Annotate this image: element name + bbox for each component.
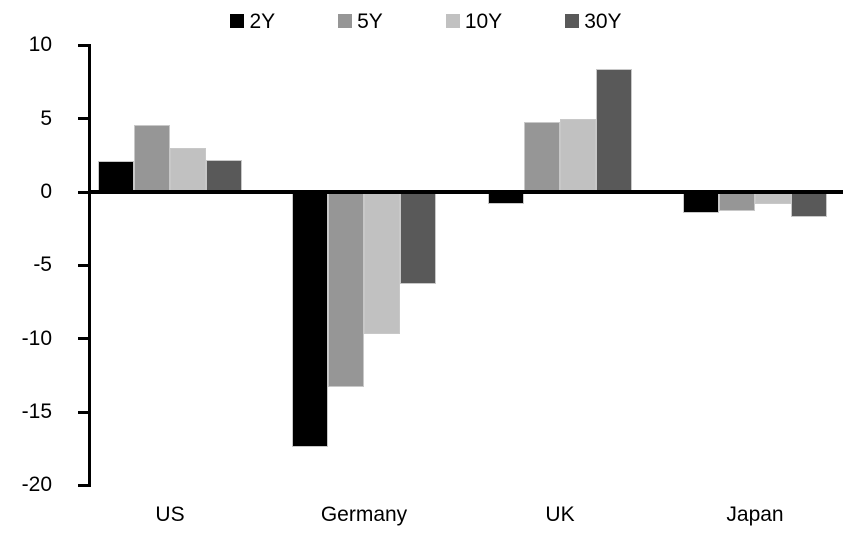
x-axis-label-japan: Japan — [726, 503, 784, 526]
y-tick-label: -5 — [33, 253, 52, 277]
y-tick-label: 0 — [40, 180, 52, 203]
bar-us-5y — [134, 125, 170, 192]
bar-us-10y — [170, 148, 206, 192]
bar-uk-30y — [596, 69, 632, 192]
bar-germany-2y — [292, 192, 328, 447]
legend-swatch-2y — [230, 14, 245, 28]
x-axis-label-germany: Germany — [320, 503, 408, 526]
y-tick-mark — [78, 263, 88, 267]
bar-us-2y — [98, 161, 134, 192]
y-tick-mark — [78, 337, 88, 341]
chart-legend: 2Y 5Y 10Y 30Y — [0, 6, 852, 36]
legend-label: 5Y — [357, 9, 383, 33]
y-tick-mark — [78, 483, 88, 487]
bar-japan-30y — [791, 192, 827, 217]
legend-label: 10Y — [464, 9, 503, 33]
legend-swatch-5y — [338, 14, 353, 28]
legend-label: 30Y — [584, 9, 622, 33]
y-tick-label: -15 — [21, 400, 52, 423]
legend-item-2y: 2Y — [230, 11, 275, 32]
x-axis-label-us: US — [155, 503, 185, 526]
zero-baseline — [88, 190, 843, 194]
y-tick-mark — [78, 117, 88, 121]
y-tick-label: 10 — [28, 33, 52, 57]
bar-germany-5y — [328, 192, 364, 387]
legend-item-5y: 5Y — [338, 11, 383, 32]
legend-item-10y: 10Y — [445, 9, 503, 33]
bar-japan-2y — [683, 192, 719, 213]
y-tick-label: -20 — [21, 473, 52, 497]
x-axis-label-uk: UK — [545, 503, 575, 526]
y-tick-mark — [78, 190, 88, 194]
legend-label: 2Y — [249, 9, 276, 33]
y-axis-line — [88, 44, 91, 487]
bar-japan-5y — [719, 192, 755, 211]
legend-swatch-30y — [565, 14, 580, 28]
bar-germany-30y — [400, 192, 436, 284]
legend-swatch-10y — [445, 14, 460, 28]
legend-item-30y: 30Y — [565, 9, 622, 33]
bar-germany-10y — [364, 192, 400, 334]
bar-us-30y — [206, 160, 242, 192]
y-tick-label: 5 — [40, 106, 52, 130]
y-tick-label: -10 — [21, 326, 52, 350]
y-tick-mark — [78, 410, 88, 414]
bar-uk-10y — [560, 119, 596, 192]
bar-uk-5y — [524, 122, 560, 192]
y-tick-mark — [78, 43, 88, 47]
